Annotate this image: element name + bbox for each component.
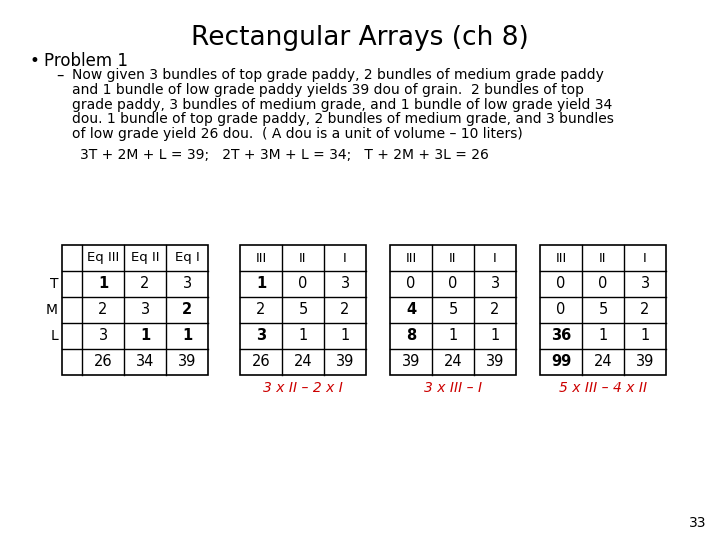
Text: 1: 1 [98,276,108,292]
Text: •: • [30,52,40,70]
Text: 3: 3 [640,276,649,292]
Text: 0: 0 [406,276,415,292]
Text: 3: 3 [182,276,192,292]
Text: 34: 34 [136,354,154,369]
Text: 3: 3 [140,302,150,318]
Text: 3 x II – 2 x I: 3 x II – 2 x I [263,381,343,395]
Text: L: L [50,329,58,343]
Text: III: III [555,252,567,265]
Bar [240,245,366,375]
Text: III: III [405,252,417,265]
Text: 3: 3 [256,328,266,343]
Text: T: T [50,277,58,291]
Text: Eq I: Eq I [175,252,199,265]
Text: and 1 bundle of low grade paddy yields 39 dou of grain.  2 bundles of top: and 1 bundle of low grade paddy yields 3… [72,83,584,97]
Text: 39: 39 [178,354,196,369]
Text: 2: 2 [490,302,500,318]
Text: 0: 0 [557,276,566,292]
Text: 39: 39 [402,354,420,369]
Text: Eq II: Eq II [131,252,159,265]
Text: Problem 1: Problem 1 [44,52,128,70]
Text: 24: 24 [294,354,312,369]
Text: 1: 1 [598,328,608,343]
Text: 5: 5 [598,302,608,318]
Text: 0: 0 [298,276,307,292]
Text: 8: 8 [406,328,416,343]
Text: 1: 1 [640,328,649,343]
Text: 1: 1 [490,328,500,343]
Text: 39: 39 [636,354,654,369]
Text: 39: 39 [486,354,504,369]
Text: dou. 1 bundle of top grade paddy, 2 bundles of medium grade, and 3 bundles: dou. 1 bundle of top grade paddy, 2 bund… [72,112,614,126]
Text: 39: 39 [336,354,354,369]
Text: Eq III: Eq III [87,252,119,265]
Text: III: III [256,252,266,265]
Text: 36: 36 [551,328,571,343]
Text: 1: 1 [449,328,458,343]
Text: 5: 5 [449,302,458,318]
Text: 2: 2 [256,302,266,318]
Text: –: – [56,68,63,83]
Text: 4: 4 [406,302,416,318]
Text: 1: 1 [256,276,266,292]
Text: 1: 1 [341,328,350,343]
Text: 3 x III – I: 3 x III – I [424,381,482,395]
Text: II: II [449,252,456,265]
Text: 2: 2 [640,302,649,318]
Text: 5 x III – 4 x II: 5 x III – 4 x II [559,381,647,395]
Text: 99: 99 [551,354,571,369]
Text: 1: 1 [140,328,150,343]
Text: 0: 0 [449,276,458,292]
Bar [62,245,208,375]
Text: I: I [343,252,347,265]
Text: 2: 2 [99,302,108,318]
Text: 5: 5 [298,302,307,318]
Text: 2: 2 [182,302,192,318]
Text: 1: 1 [298,328,307,343]
Text: I: I [643,252,647,265]
Text: Rectangular Arrays (ch 8): Rectangular Arrays (ch 8) [191,25,529,51]
Text: II: II [599,252,607,265]
Bar [390,245,516,375]
Text: 2: 2 [341,302,350,318]
Text: 1: 1 [182,328,192,343]
Text: II: II [300,252,307,265]
Text: 26: 26 [252,354,270,369]
Text: 24: 24 [594,354,612,369]
Text: of low grade yield 26 dou.  ( A dou is a unit of volume – 10 liters): of low grade yield 26 dou. ( A dou is a … [72,127,523,141]
Text: 24: 24 [444,354,462,369]
Text: 0: 0 [598,276,608,292]
Text: grade paddy, 3 bundles of medium grade, and 1 bundle of low grade yield 34: grade paddy, 3 bundles of medium grade, … [72,98,612,112]
Text: 3: 3 [490,276,500,292]
Text: 33: 33 [688,516,706,530]
Text: 3: 3 [341,276,350,292]
Text: I: I [493,252,497,265]
Text: M: M [46,303,58,317]
Bar [540,245,666,375]
Text: 2: 2 [140,276,150,292]
Text: 26: 26 [94,354,112,369]
Text: 3T + 2M + L = 39;   2T + 3M + L = 34;   T + 2M + 3L = 26: 3T + 2M + L = 39; 2T + 3M + L = 34; T + … [80,148,489,162]
Text: 3: 3 [99,328,107,343]
Text: 0: 0 [557,302,566,318]
Text: Now given 3 bundles of top grade paddy, 2 bundles of medium grade paddy: Now given 3 bundles of top grade paddy, … [72,68,604,82]
